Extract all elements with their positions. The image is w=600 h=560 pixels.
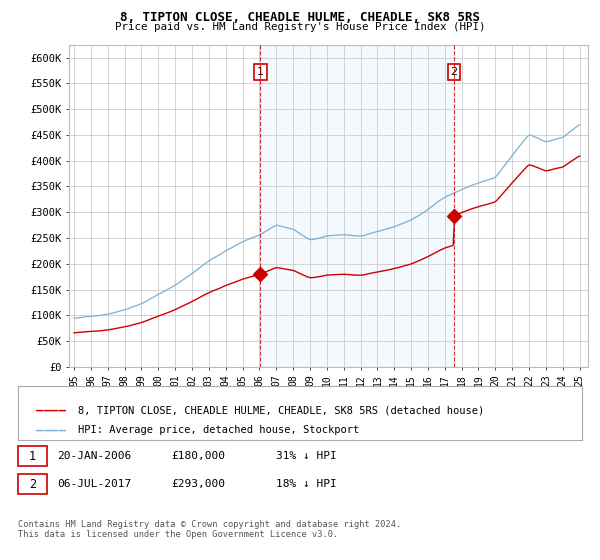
Text: £293,000: £293,000 xyxy=(171,479,225,489)
Text: 31% ↓ HPI: 31% ↓ HPI xyxy=(276,451,337,461)
Text: Contains HM Land Registry data © Crown copyright and database right 2024.
This d: Contains HM Land Registry data © Crown c… xyxy=(18,520,401,539)
Text: ————: ———— xyxy=(36,404,66,417)
Text: ————: ———— xyxy=(36,423,66,437)
Text: 1: 1 xyxy=(29,450,36,463)
Bar xyxy=(260,45,454,367)
Text: £180,000: £180,000 xyxy=(171,451,225,461)
Text: 06-JUL-2017: 06-JUL-2017 xyxy=(57,479,131,489)
Text: HPI: Average price, detached house, Stockport: HPI: Average price, detached house, Stoc… xyxy=(78,425,359,435)
Text: 8, TIPTON CLOSE, CHEADLE HULME, CHEADLE, SK8 5RS: 8, TIPTON CLOSE, CHEADLE HULME, CHEADLE,… xyxy=(120,11,480,24)
Text: 2: 2 xyxy=(29,478,36,491)
Text: Price paid vs. HM Land Registry's House Price Index (HPI): Price paid vs. HM Land Registry's House … xyxy=(115,22,485,32)
Text: 20-JAN-2006: 20-JAN-2006 xyxy=(57,451,131,461)
Text: 8, TIPTON CLOSE, CHEADLE HULME, CHEADLE, SK8 5RS (detached house): 8, TIPTON CLOSE, CHEADLE HULME, CHEADLE,… xyxy=(78,405,484,416)
Text: 18% ↓ HPI: 18% ↓ HPI xyxy=(276,479,337,489)
Text: 2: 2 xyxy=(451,67,457,77)
Text: 1: 1 xyxy=(257,67,264,77)
